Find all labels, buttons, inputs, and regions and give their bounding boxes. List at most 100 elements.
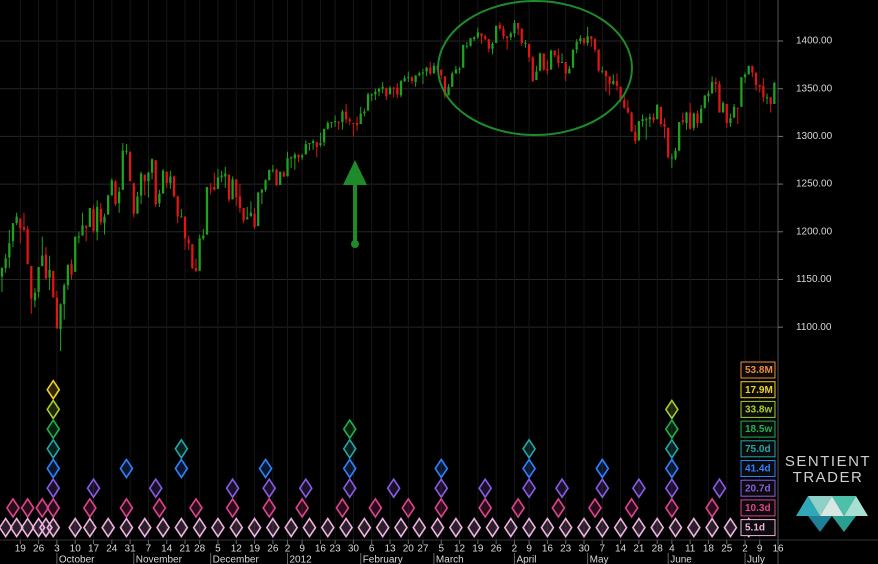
candle-body [546,68,549,71]
x-tick-label: 19 [472,544,484,555]
month-label: March [436,555,464,564]
candle-body [85,226,88,228]
candle-body [699,108,703,124]
cycle-trough [555,477,569,499]
candle-body [363,111,366,114]
candle-body [678,122,681,151]
x-tick-label: 19 [15,544,27,555]
candle-body [418,73,421,76]
cycle-trough [686,517,701,539]
candle-body [238,196,242,208]
candle-body [308,143,311,145]
candle-body [582,38,586,43]
candle-body [542,53,545,70]
candle-body [139,173,143,196]
candle-body [703,95,706,108]
candle-body [663,123,666,127]
month-label: October [59,555,95,564]
cycle-trough [335,497,350,519]
cycle-trough [174,458,189,479]
candle-body [359,113,362,124]
cycle-trough [631,477,646,499]
candle-body [227,174,231,200]
candle-body [161,170,165,194]
x-tick-label: 30 [578,544,590,555]
x-tick-label: 14 [161,544,173,555]
cycle-trough [46,418,61,440]
legend-label: 53.8M [745,365,773,376]
candle-body [721,103,725,113]
x-tick-label: 27 [417,544,429,555]
cycle-trough [558,517,573,539]
candle-body [740,77,743,107]
candle-body [608,76,611,84]
candle-body [147,172,150,182]
candle-body [81,225,84,236]
candle-body [593,39,597,50]
cycle-trough [82,497,97,519]
candle-body [619,86,622,101]
legend-label: 5.1d [745,523,765,534]
candle-body [773,82,776,104]
candle-body [33,292,37,301]
candle-body [132,183,135,214]
candle-body [143,174,146,182]
logo-shape [796,496,820,516]
brand-text: TRADER [793,469,864,486]
candle-body [392,87,395,89]
cycle-trough [225,477,240,499]
candle-body [645,119,648,121]
legend: 53.8M 17.9M 33.8w 18.5w 75.0d 41.4d 20.7d 10.3d… [740,361,776,537]
x-tick-label: 14 [615,544,627,555]
cycle-trough [148,477,163,499]
cycle-trough [664,497,679,519]
x-tick-label: 6 [369,544,375,555]
cycle-trough [412,517,427,539]
x-tick-label: 12 [454,544,466,555]
x-tick-label: 26 [491,544,503,555]
cycle-trough [46,458,61,479]
candle-body [498,24,501,29]
candle-body [355,123,359,125]
candle-body [30,266,33,299]
candle-body [333,121,337,123]
x-tick-label: 28 [194,544,206,555]
candle-body [535,71,538,81]
x-tick-label: 16 [315,544,327,555]
x-tick-label: 23 [330,544,342,555]
candle-body [242,207,245,221]
candle-body [597,49,600,71]
candle-body [692,113,695,128]
y-tick-label: 1300.00 [796,131,833,142]
y-tick-label: 1250.00 [796,179,833,190]
candle-body [458,68,461,70]
cycle-trough [595,477,610,499]
candle-body [725,103,728,124]
candle-body [150,159,154,173]
candle-body [19,218,22,228]
y-tick-label: 1100.00 [796,322,832,333]
cycle-trough [712,477,727,499]
legend-label: 17.9M [745,385,773,396]
y-tick-label: 1150.00 [796,274,832,285]
x-tick-label: 21 [179,544,191,555]
candle-body [253,213,256,228]
cycle-trough [540,517,555,539]
cycle-trough [595,458,610,479]
x-tick-label: 30 [348,544,360,555]
x-tick-label: 9 [757,544,763,555]
cycle-trough [229,517,244,539]
candle-body [473,37,476,40]
cycle-trough [624,497,639,519]
candle-body [26,228,29,265]
x-tick-label: 18 [703,544,715,555]
cycle-trough [265,517,280,539]
candle-body [634,131,637,142]
cycle-trough [339,517,354,539]
candle-body [575,41,578,50]
cycle-trough [189,497,203,519]
candle-body [169,176,172,184]
x-tick-label: 13 [384,544,396,555]
x-tick-label: 9 [526,544,532,555]
candle-body [103,216,106,224]
